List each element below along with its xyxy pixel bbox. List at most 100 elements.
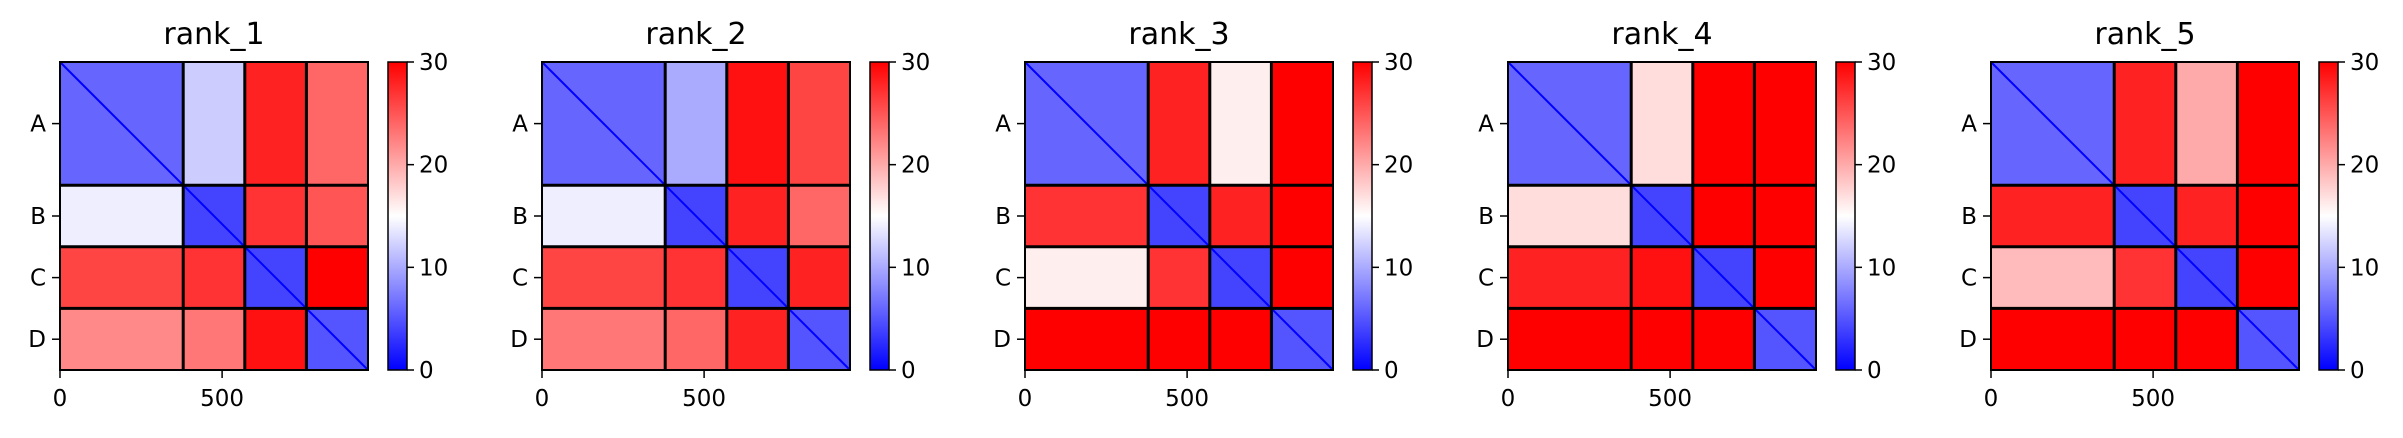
x-tick-label: 0 [535, 386, 550, 412]
colorbar-tick-label: 10 [901, 255, 930, 281]
heatmap-cell-C-D [1271, 246, 1333, 309]
colorbar-tick-label: 20 [1867, 153, 1896, 179]
heatmap-cell-B-C [2175, 185, 2238, 247]
x-tick-label: 0 [1018, 386, 1033, 412]
heatmap-cell-D-A [542, 308, 666, 370]
block-diagonal [1753, 307, 1817, 371]
heatmap-cell-B-A [1025, 185, 1149, 247]
y-tick-label: A [995, 112, 1011, 138]
y-tick-label: D [1959, 327, 1977, 353]
colorbar-tick-label: 0 [1867, 358, 1882, 384]
colorbar-tick-label: 10 [1384, 255, 1413, 281]
colorbar-tick-label: 30 [1384, 50, 1413, 76]
panel-title: rank_2 [645, 17, 746, 52]
block-diagonal [1270, 307, 1334, 371]
heatmap-cell-D-B [1631, 308, 1693, 370]
block-diagonal [1630, 184, 1694, 248]
colorbar-tick-label: 20 [1384, 153, 1413, 179]
panel-title: rank_1 [163, 17, 264, 52]
heatmap-panel-2: rank_2 A B C D 0 500 0 10 20 30 [510, 17, 930, 412]
heatmap-cell-B-D [1271, 185, 1333, 247]
y-tick-label: D [993, 327, 1011, 353]
heatmap-cell-C-D [1754, 246, 1816, 309]
heatmap-cell-B-D [1754, 185, 1816, 247]
colorbar-tick-label: 10 [419, 255, 448, 281]
colorbar [1835, 61, 1856, 371]
heatmap-cell-C-D [2237, 246, 2299, 309]
colorbar [387, 61, 408, 371]
heatmap-cell-A-B [2114, 62, 2176, 186]
heatmap-cell-A-C [1209, 62, 1272, 186]
heatmap-cell-D-B [183, 308, 245, 370]
heatmap-cell-D-C [726, 308, 789, 370]
x-tick-label: 0 [53, 386, 68, 412]
y-tick-label: B [30, 204, 46, 230]
block-diagonal [726, 246, 790, 310]
x-tick-label: 500 [682, 386, 726, 412]
y-tick-label: D [510, 327, 528, 353]
block-diagonal [182, 184, 246, 248]
heatmap-cell-D-C [1692, 308, 1755, 370]
colorbar-tick-label: 0 [2350, 358, 2365, 384]
colorbar-tick-label: 30 [901, 50, 930, 76]
colorbar-tick-label: 0 [419, 358, 434, 384]
colorbar-tick-label: 10 [1867, 255, 1896, 281]
colorbar [869, 61, 890, 371]
block-diagonal [787, 307, 851, 371]
y-tick-label: B [995, 204, 1011, 230]
y-tick-label: D [1476, 327, 1494, 353]
heatmap-cell-A-B [1148, 62, 1210, 186]
y-tick-label: C [30, 266, 46, 292]
y-tick-label: A [30, 112, 46, 138]
heatmap-cell-B-A [1508, 185, 1632, 247]
x-tick-label: 500 [2131, 386, 2175, 412]
heatmap-cell-A-B [1631, 62, 1693, 186]
heatmap-cell-C-B [2114, 246, 2176, 309]
heatmap-cell-A-B [665, 62, 727, 186]
y-tick-label: A [1961, 112, 1977, 138]
heatmap-cell-C-A [1025, 246, 1149, 309]
block-diagonal [1024, 61, 1149, 186]
heatmap-cell-B-D [788, 185, 850, 247]
y-tick-label: B [512, 204, 528, 230]
colorbar-tick-label: 20 [2350, 153, 2379, 179]
heatmap-cell-C-A [1508, 246, 1632, 309]
heatmap-cell-A-D [1271, 62, 1333, 186]
heatmap-cell-A-D [1754, 62, 1816, 186]
heatmap-cell-C-B [1148, 246, 1210, 309]
colorbar [1352, 61, 1373, 371]
block-diagonal [1507, 61, 1632, 186]
heatmap-cell-B-D [306, 185, 368, 247]
block-diagonal [2175, 246, 2239, 310]
y-tick-label: C [512, 266, 528, 292]
panel-title: rank_4 [1611, 17, 1712, 52]
block-diagonal [244, 246, 308, 310]
x-tick-label: 500 [1648, 386, 1692, 412]
block-diagonal [2113, 184, 2177, 248]
y-tick-label: B [1961, 204, 1977, 230]
heatmap-cell-B-A [1991, 185, 2115, 247]
y-tick-label: B [1478, 204, 1494, 230]
heatmap-cell-B-C [1209, 185, 1272, 247]
colorbar-tick-label: 10 [2350, 255, 2379, 281]
heatmap-cell-D-B [665, 308, 727, 370]
colorbar-tick-label: 30 [2350, 50, 2379, 76]
heatmap-cell-C-A [542, 246, 666, 309]
y-tick-label: C [1961, 266, 1977, 292]
block-diagonal [305, 307, 369, 371]
colorbar-tick-label: 30 [419, 50, 448, 76]
block-diagonal [59, 61, 184, 186]
heatmap-cell-B-A [542, 185, 666, 247]
x-tick-label: 0 [1984, 386, 1999, 412]
block-diagonal [664, 184, 728, 248]
heatmap-cell-D-C [244, 308, 307, 370]
heatmap-cell-C-B [183, 246, 245, 309]
panel-title: rank_5 [2094, 17, 2195, 52]
heatmap-cell-A-D [788, 62, 850, 186]
heatmap-panel-1: rank_1 A B C D 0 500 0 10 20 30 [28, 17, 448, 412]
heatmap-cell-C-D [788, 246, 850, 309]
heatmap-cell-D-C [2175, 308, 2238, 370]
heatmap-cell-D-C [1209, 308, 1272, 370]
heatmap-cell-C-B [665, 246, 727, 309]
block-diagonal [2236, 307, 2300, 371]
